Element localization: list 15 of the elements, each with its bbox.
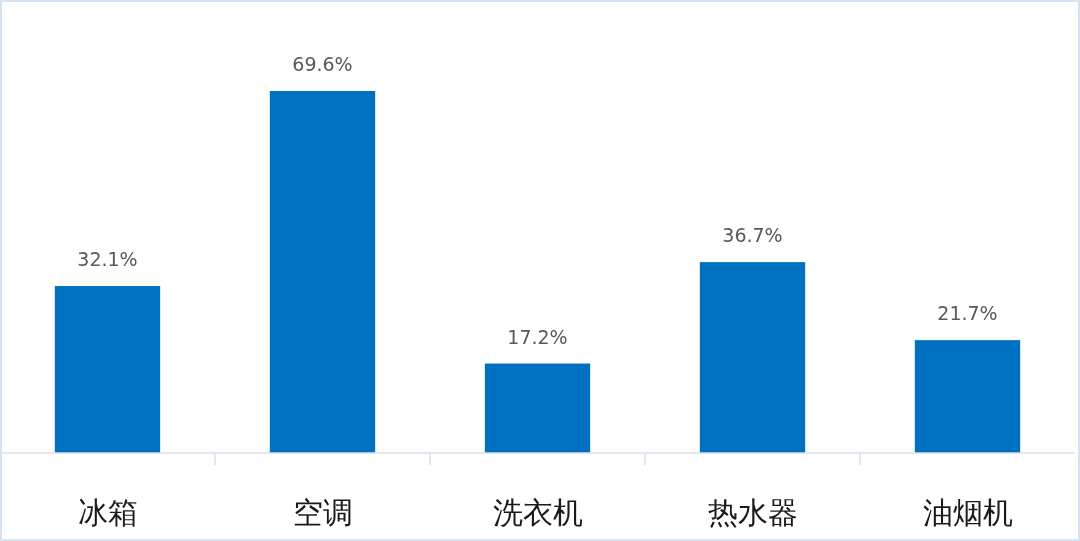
x-tick-label: 空调 xyxy=(292,495,353,530)
x-tick-label: 洗衣机 xyxy=(492,495,583,530)
data-label: 36.7% xyxy=(722,224,783,247)
data-label: 32.1% xyxy=(77,248,138,271)
x-tick-label: 油烟机 xyxy=(922,495,1013,530)
x-tick-label: 热水器 xyxy=(707,495,798,530)
bar xyxy=(484,363,591,453)
bar xyxy=(699,262,806,453)
data-label: 17.2% xyxy=(507,325,568,348)
bar xyxy=(914,340,1021,453)
x-tick-label: 冰箱 xyxy=(77,495,138,530)
bar xyxy=(54,286,161,453)
bar xyxy=(269,91,376,453)
data-label: 69.6% xyxy=(292,53,353,75)
data-label: 21.7% xyxy=(937,302,998,325)
